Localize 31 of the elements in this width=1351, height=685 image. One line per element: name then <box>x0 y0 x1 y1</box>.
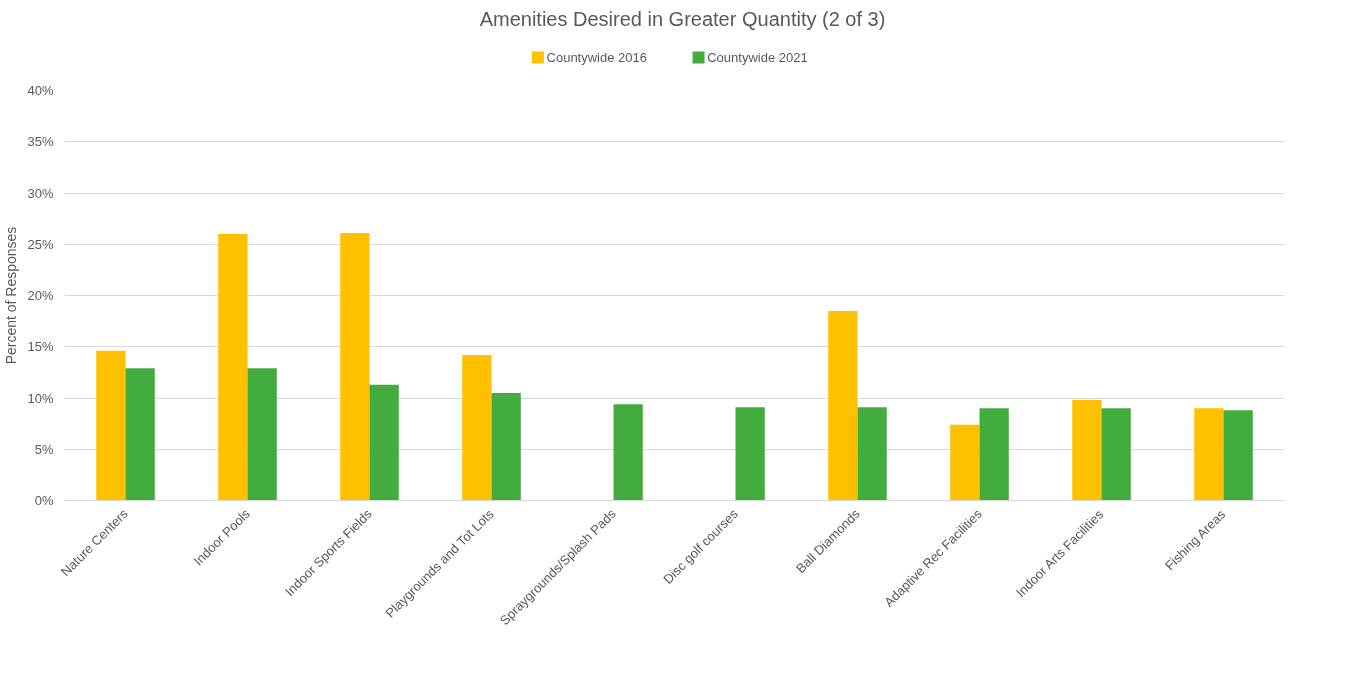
bar <box>1101 408 1131 501</box>
bar <box>1194 408 1224 501</box>
bar <box>491 392 521 501</box>
bar <box>950 424 980 501</box>
y-tick-label: 20% <box>27 288 54 303</box>
chart-title: Amenities Desired in Greater Quantity (2 of 3) <box>479 7 886 30</box>
y-tick-label: 5% <box>34 441 54 457</box>
bar <box>613 404 643 501</box>
bar <box>369 384 399 501</box>
y-tick-label: 0% <box>34 493 54 508</box>
bar <box>125 368 155 501</box>
bar <box>340 232 370 501</box>
y-tick-label: 15% <box>27 339 54 355</box>
bar <box>462 354 492 501</box>
bar <box>1072 400 1102 501</box>
legend-label: Countywide 2016 <box>546 50 648 65</box>
y-tick-label: 35% <box>27 134 54 150</box>
bar <box>96 350 126 501</box>
bar <box>857 407 887 501</box>
bar <box>735 407 765 501</box>
bar <box>218 234 248 501</box>
y-tick-label: 40% <box>27 83 54 98</box>
y-axis-title: Percent of Responses <box>3 226 20 365</box>
bar <box>828 310 858 501</box>
y-tick-label: 10% <box>27 390 54 406</box>
legend-label: Countywide 2021 <box>707 50 808 65</box>
bar <box>1223 410 1253 501</box>
bar <box>247 368 277 501</box>
y-tick-label: 30% <box>27 185 54 201</box>
y-tick-label: 25% <box>27 236 54 252</box>
bar <box>979 408 1009 501</box>
